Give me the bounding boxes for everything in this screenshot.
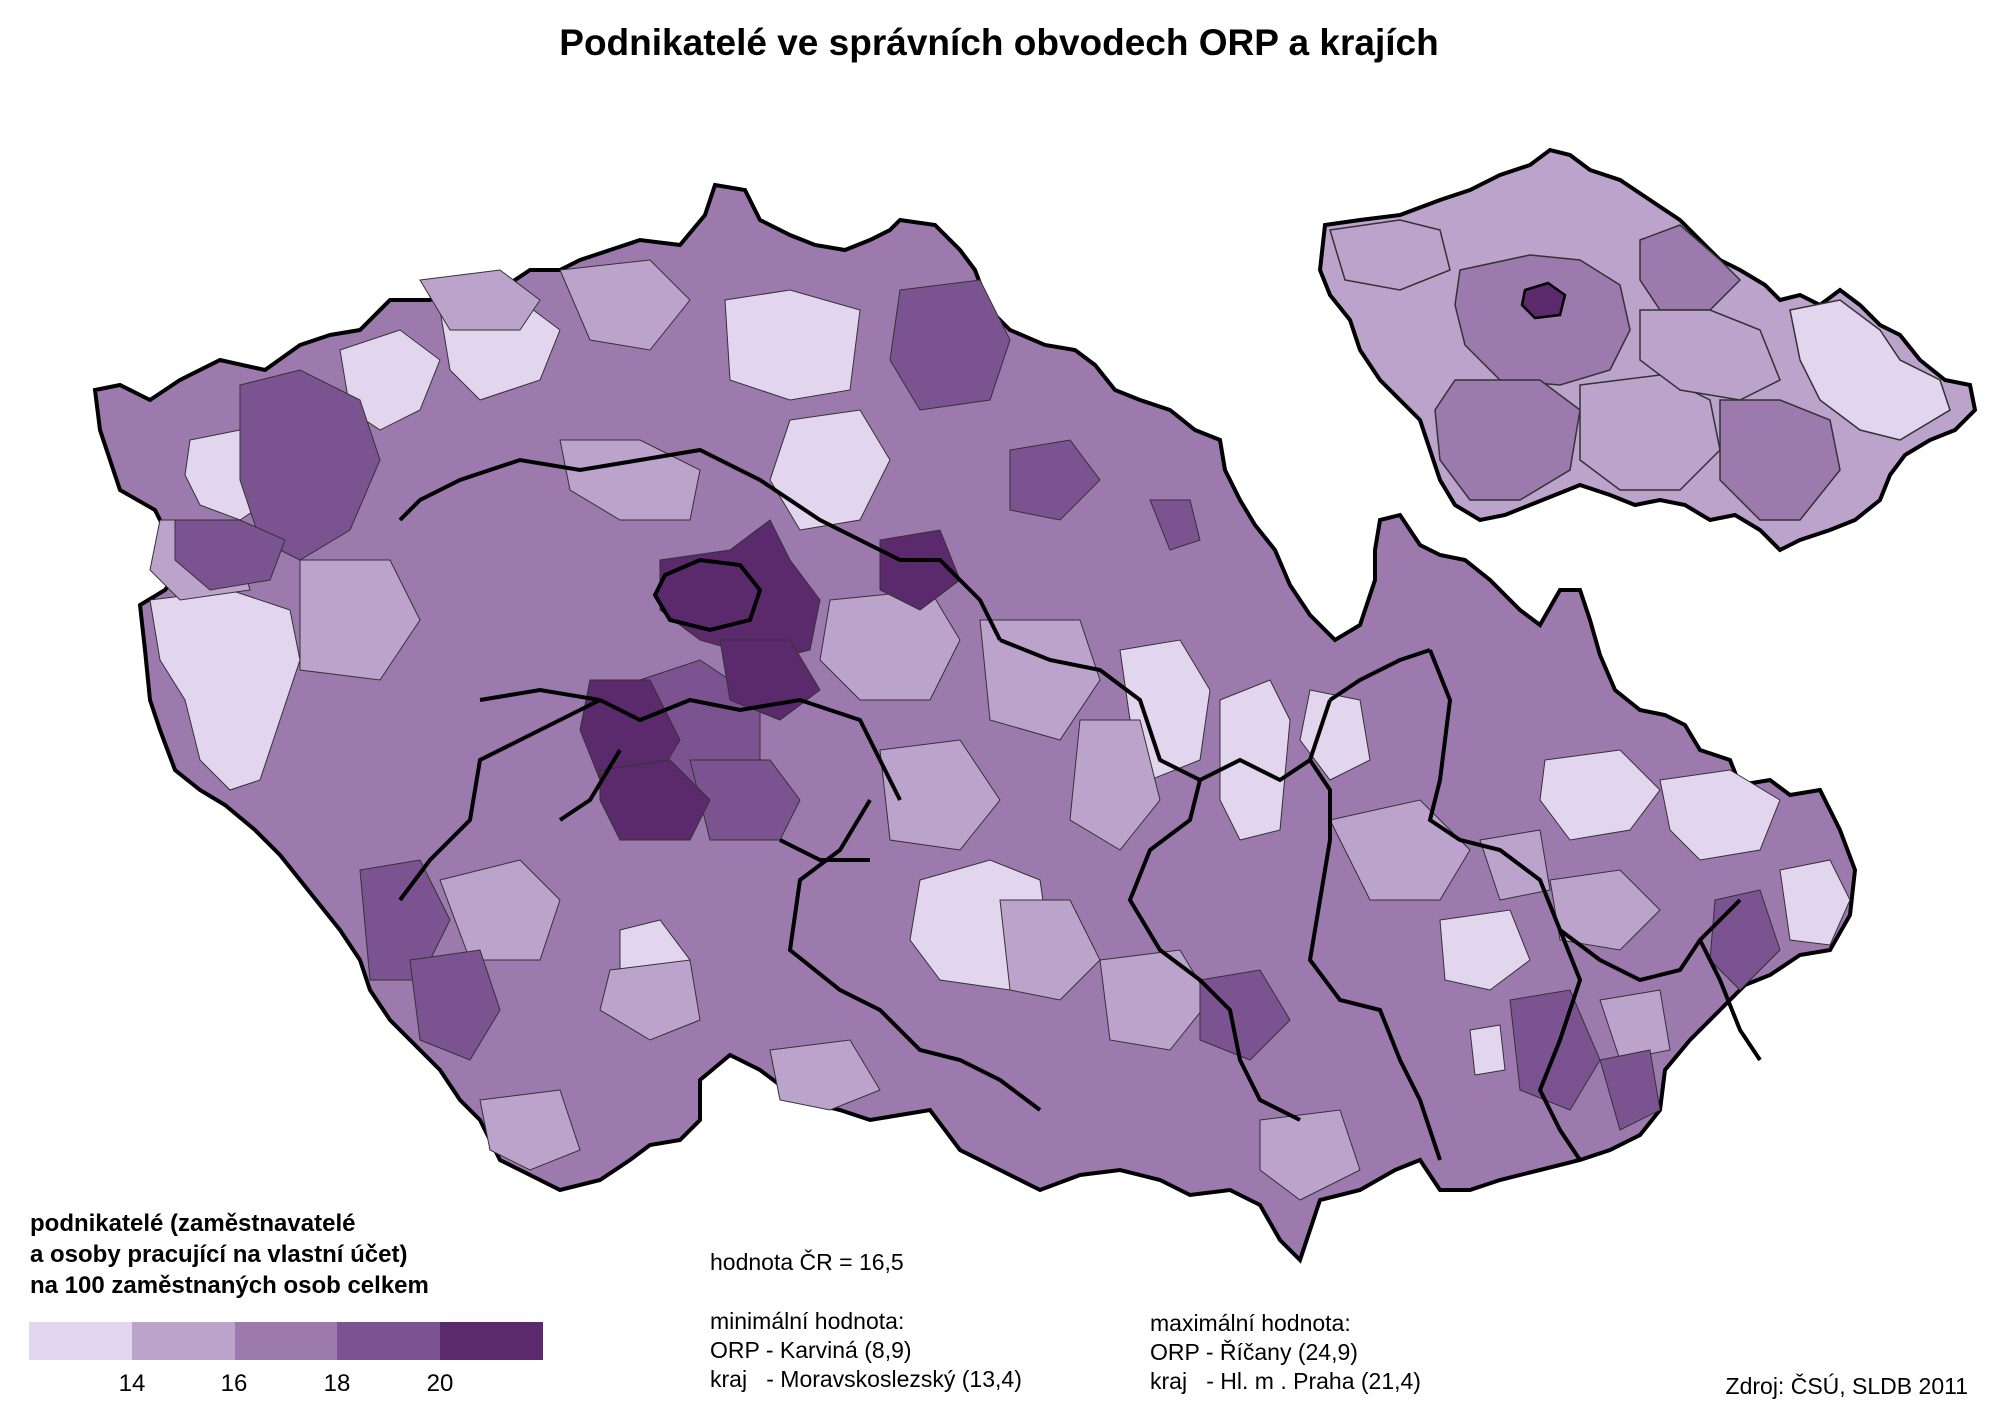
legend-title-line-1: podnikatelé (zaměstnavatelé [30, 1210, 356, 1237]
legend-class-2 [131, 1322, 235, 1360]
legend-title-line-3: na 100 zaměstnaných osob celkem [30, 1272, 429, 1299]
kraj-inset-map [1317, 147, 1978, 553]
legend-tick: 14 [118, 1370, 146, 1397]
minimum-block: minimální hodnota: ORP - Karviná (8,9) k… [710, 1307, 1022, 1394]
legend-tick: 16 [220, 1370, 248, 1397]
maximum-heading: maximální hodnota: [1150, 1310, 1351, 1336]
legend-color-scale [29, 1322, 543, 1360]
czech-republic-outline [92, 182, 1858, 1264]
legend-title: podnikatelé (zaměstnavatelé a osoby prac… [30, 1208, 429, 1301]
minimum-heading: minimální hodnota: [710, 1308, 905, 1334]
source-note: Zdroj: ČSÚ, SLDB 2011 [1725, 1373, 1968, 1399]
maximum-orp: ORP - Říčany (24,9) [1150, 1339, 1358, 1365]
legend-class-1 [29, 1322, 132, 1360]
national-value: hodnota ČR = 16,5 [710, 1249, 904, 1275]
legend-tick: 18 [323, 1370, 351, 1397]
legend-class-3 [234, 1322, 338, 1360]
orp-class-areas [149, 259, 1851, 1201]
legend-class-5 [440, 1322, 543, 1360]
orp-map-main [92, 182, 1858, 1264]
map-title: Podnikatelé ve správních obvodech ORP a … [559, 22, 1439, 63]
legend-class-4 [337, 1322, 441, 1360]
legend-title-line-2: a osoby pracující na vlastní účet) [30, 1241, 408, 1268]
minimum-orp: ORP - Karviná (8,9) [710, 1337, 912, 1363]
maximum-block: maximální hodnota: ORP - Říčany (24,9) k… [1150, 1309, 1421, 1396]
maximum-kraj: kraj - Hl. m . Praha (21,4) [1150, 1368, 1421, 1394]
kraj-borders [398, 447, 1762, 1162]
minimum-kraj: kraj - Moravskoslezský (13,4) [710, 1366, 1022, 1392]
legend-tick: 20 [426, 1370, 454, 1397]
